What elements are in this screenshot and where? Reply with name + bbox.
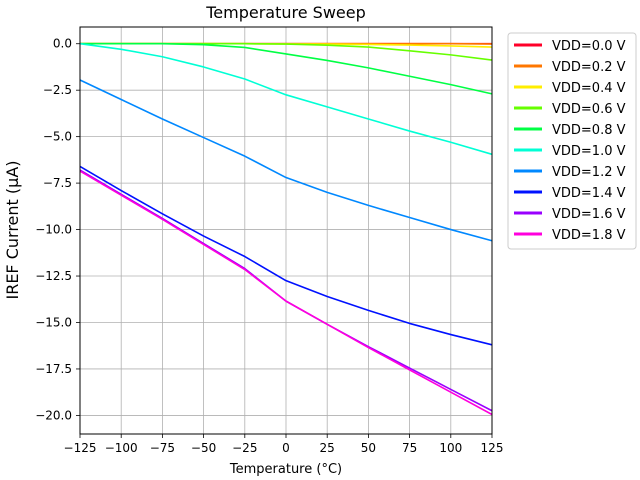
- x-tick-label: −125: [64, 441, 97, 455]
- y-tick-label: 0.0: [53, 37, 72, 51]
- series-line: [79, 42, 493, 156]
- x-tick-label: −25: [232, 441, 257, 455]
- x-tick-label: 50: [361, 441, 376, 455]
- series-line: [79, 79, 493, 242]
- x-axis-label: Temperature (°C): [229, 462, 342, 477]
- series-line: [79, 165, 493, 346]
- x-tick-label: −75: [150, 441, 175, 455]
- legend-label: VDD=1.0 V: [552, 144, 626, 159]
- y-tick-label: −17.5: [35, 362, 72, 376]
- legend-label: VDD=1.4 V: [552, 186, 626, 201]
- legend-label: VDD=1.6 V: [552, 207, 626, 222]
- legend: VDD=0.0 V VDD=0.2 V VDD=0.4 V VDD=0.6 V VDD=…: [507, 32, 637, 250]
- series-line: [79, 170, 493, 416]
- chart-title: Temperature Sweep: [205, 3, 366, 22]
- x-tick-label: 0: [282, 441, 290, 455]
- legend-label: VDD=1.2 V: [552, 165, 626, 180]
- y-tick-label: −12.5: [35, 269, 72, 283]
- legend-label: VDD=1.8 V: [552, 228, 626, 243]
- x-tick-label: 75: [402, 441, 417, 455]
- y-tick-label: −7.5: [43, 176, 72, 190]
- series-lines: [79, 42, 493, 416]
- y-axis-label: IREF Current (µA): [3, 160, 22, 299]
- x-tick-label: 100: [439, 441, 462, 455]
- y-tick-label: −20.0: [35, 408, 72, 422]
- y-tick-label: −2.5: [43, 83, 72, 97]
- x-tick-label: −100: [105, 441, 138, 455]
- y-tick-label: −5.0: [43, 130, 72, 144]
- legend-label: VDD=0.6 V: [552, 102, 626, 117]
- legend-label: VDD=0.2 V: [552, 60, 626, 75]
- x-axis-ticks: −125 −100 −75 −50 −25 0 25 50 75 100 125: [64, 434, 504, 455]
- x-tick-label: 25: [320, 441, 335, 455]
- x-tick-label: −50: [191, 441, 216, 455]
- y-axis-ticks: 0.0 −2.5 −5.0 −7.5 −10.0 −12.5 −15.0 −17.5 −20.0: [35, 37, 80, 422]
- legend-label: VDD=0.0 V: [552, 39, 626, 54]
- y-tick-label: −15.0: [35, 315, 72, 329]
- series-line: [80, 42, 493, 95]
- legend-label: VDD=0.8 V: [552, 123, 626, 138]
- x-tick-label: 125: [481, 441, 504, 455]
- y-tick-label: −10.0: [35, 223, 72, 237]
- legend-label: VDD=0.4 V: [552, 81, 626, 96]
